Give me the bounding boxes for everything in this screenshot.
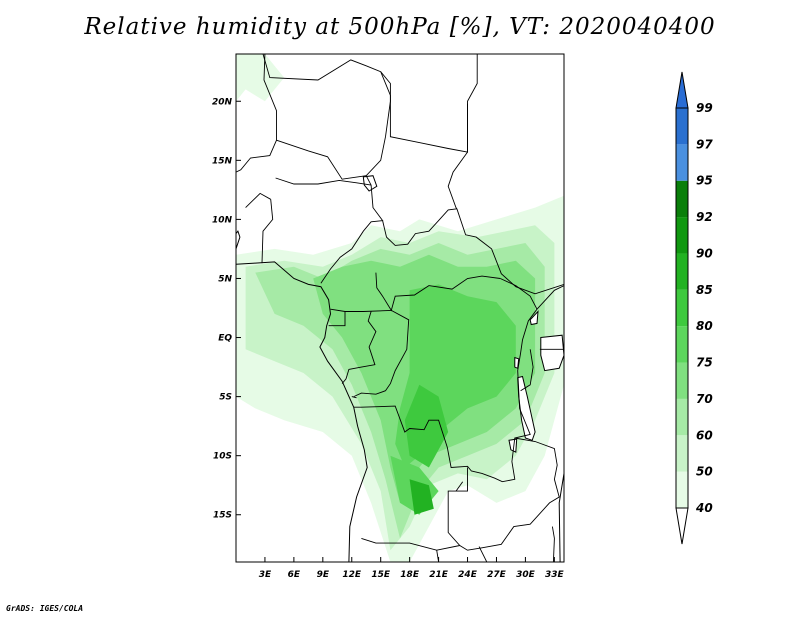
colorbar-bottom-arrow (675, 507, 689, 545)
lon-tick-label: 30E (516, 570, 536, 580)
colorbar-segment (676, 253, 688, 290)
humidity-region-40 (236, 54, 285, 102)
lon-tick-label: 12E (342, 570, 362, 580)
humidity-region-80 (404, 384, 449, 468)
lakes-layer (236, 175, 564, 453)
colorbar-label: 70 (696, 392, 713, 406)
lat-tick-label: 5N (218, 274, 232, 284)
country-border (375, 272, 501, 312)
lat-axis: 20N 15N 10N 5N EQ 5S 10S 15S (212, 97, 241, 521)
lat-tick-label: 10N (212, 215, 233, 225)
lat-tick-label: 20N (212, 97, 233, 107)
lon-tick-label: 9E (317, 570, 330, 580)
lat-tick-label: 15S (213, 511, 232, 521)
country-border (330, 308, 392, 312)
colorbar-label: 85 (696, 283, 713, 297)
country-border (261, 199, 274, 264)
lake-lake-albert (529, 310, 539, 326)
colorbar-segment (676, 435, 688, 472)
colorbar-label: 92 (696, 210, 713, 224)
colorbar-label: 99 (696, 101, 713, 115)
country-border (455, 481, 464, 492)
borders-layer (236, 54, 564, 562)
country-border (328, 311, 346, 327)
humidity-field (236, 54, 564, 562)
colorbar-label: 50 (696, 465, 713, 479)
lon-tick-label: 3E (259, 570, 272, 580)
country-border (351, 396, 357, 399)
colorbar-top-arrow (675, 71, 689, 109)
lat-tick-label: 15N (212, 156, 233, 166)
lake-lake-tanganyika (517, 375, 536, 441)
colorbar-label: 80 (696, 319, 713, 333)
colorbar-segment (676, 362, 688, 399)
lake-lake-victoria (540, 334, 564, 372)
colorbar-segment (676, 180, 688, 218)
colorbar-segment (676, 289, 688, 327)
country-border (447, 103, 468, 210)
coastline-east (558, 473, 564, 562)
map-frame (235, 53, 565, 563)
country-border (245, 192, 271, 208)
colorbar-label: 95 (696, 174, 713, 188)
country-border (536, 285, 564, 310)
grads-credit: GrADS: IGES/COLA (6, 604, 84, 613)
lon-axis: 3E 6E 9E 12E 15E 18E 21E 24E 27E 30E 33E (259, 557, 565, 580)
country-border (380, 54, 478, 153)
country-border (262, 54, 391, 284)
lon-tick-label: 27E (487, 570, 507, 580)
lat-tick-label: 10S (213, 452, 232, 462)
lake-lake-volta (236, 230, 241, 250)
country-border (520, 349, 534, 392)
country-border (361, 537, 460, 551)
country-border (353, 278, 538, 483)
colorbar-frame (675, 107, 689, 509)
country-border (382, 208, 457, 246)
lon-tick-label: 15E (371, 570, 391, 580)
colorbar-segment (676, 326, 688, 363)
country-border (236, 54, 277, 173)
coastline (236, 261, 368, 562)
lon-tick-label: 21E (429, 570, 449, 580)
colorbar-label: 60 (696, 428, 713, 442)
lon-tick-label: 24E (458, 570, 478, 580)
colorbar-segment (676, 144, 688, 181)
chart-title: Relative humidity at 500hPa [%], VT: 202… (84, 14, 716, 40)
colorbar-label: 40 (695, 501, 713, 515)
lon-tick-label: 18E (400, 570, 420, 580)
country-border (276, 139, 367, 180)
colorbar-segment (676, 398, 688, 436)
colorbar-label: 90 (696, 246, 713, 260)
humidity-region-85 (409, 479, 434, 515)
country-border (478, 546, 488, 562)
country-border (275, 177, 372, 186)
lon-tick-label: 33E (545, 570, 565, 580)
colorbar-segment (676, 217, 688, 254)
lon-tick-label: 6E (288, 570, 301, 580)
lat-tick-label: 5S (219, 393, 232, 403)
colorbar-segment (676, 108, 688, 145)
lat-tick-label: EQ (218, 334, 232, 344)
country-border (341, 311, 377, 384)
country-border (447, 437, 560, 551)
country-border (456, 208, 564, 295)
colorbar-segment (676, 471, 688, 508)
colorbar-label: 97 (696, 137, 713, 151)
lake-lake-mweru (508, 438, 518, 453)
colorbar-label: 75 (696, 356, 713, 370)
country-border (353, 310, 410, 398)
country-border (551, 526, 555, 562)
colorbar: 40 50 60 70 75 80 85 90 92 95 97 99 (675, 71, 713, 545)
